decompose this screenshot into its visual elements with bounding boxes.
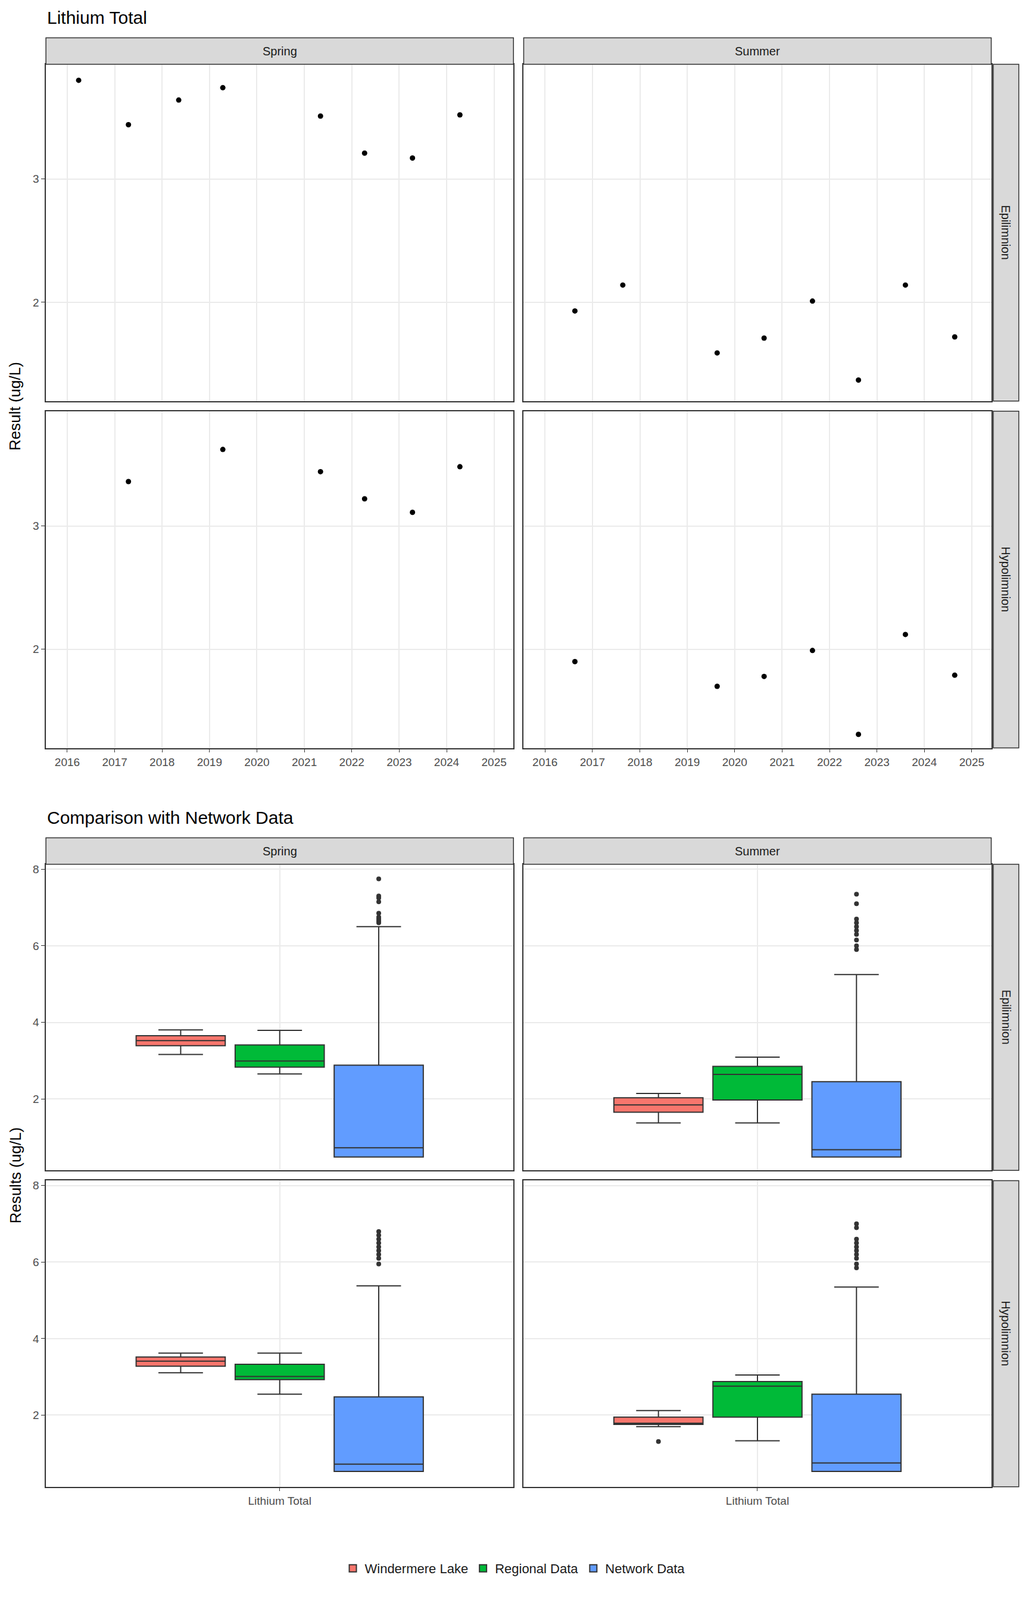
svg-text:2: 2 bbox=[32, 1093, 40, 1106]
svg-text:2018: 2018 bbox=[627, 756, 653, 769]
svg-text:2020: 2020 bbox=[244, 756, 270, 769]
svg-text:Hypolimnion: Hypolimnion bbox=[999, 546, 1013, 613]
svg-text:Results (ug/L): Results (ug/L) bbox=[6, 1127, 25, 1225]
svg-text:8: 8 bbox=[32, 863, 40, 876]
svg-text:2017: 2017 bbox=[101, 756, 127, 769]
svg-text:2023: 2023 bbox=[864, 756, 890, 769]
svg-text:2: 2 bbox=[32, 643, 40, 656]
svg-text:2024: 2024 bbox=[434, 756, 460, 769]
svg-text:Lithium Total: Lithium Total bbox=[725, 1495, 790, 1508]
svg-text:Windermere Lake: Windermere Lake bbox=[365, 1561, 469, 1577]
svg-text:2022: 2022 bbox=[339, 756, 365, 769]
svg-text:2016: 2016 bbox=[54, 756, 80, 769]
svg-text:4: 4 bbox=[32, 1333, 40, 1346]
svg-text:Regional Data: Regional Data bbox=[494, 1561, 579, 1577]
svg-text:6: 6 bbox=[32, 1256, 40, 1269]
svg-text:Lithium Total: Lithium Total bbox=[248, 1495, 312, 1508]
svg-text:6: 6 bbox=[32, 940, 40, 953]
svg-text:2025: 2025 bbox=[959, 756, 985, 769]
svg-text:2025: 2025 bbox=[481, 756, 507, 769]
svg-text:Spring: Spring bbox=[262, 844, 298, 859]
svg-text:Spring: Spring bbox=[262, 44, 298, 58]
svg-text:Hypolimnion: Hypolimnion bbox=[999, 1301, 1013, 1367]
svg-text:8: 8 bbox=[32, 1179, 40, 1193]
svg-text:Network Data: Network Data bbox=[605, 1561, 685, 1577]
svg-text:2023: 2023 bbox=[386, 756, 412, 769]
svg-text:2019: 2019 bbox=[674, 756, 700, 769]
svg-text:2021: 2021 bbox=[769, 756, 795, 769]
svg-text:2017: 2017 bbox=[580, 756, 606, 769]
svg-text:Comparison with Network Data: Comparison with Network Data bbox=[47, 808, 294, 828]
svg-text:4: 4 bbox=[32, 1016, 40, 1029]
svg-text:2018: 2018 bbox=[149, 756, 175, 769]
svg-text:2021: 2021 bbox=[291, 756, 317, 769]
svg-text:2: 2 bbox=[32, 296, 40, 310]
svg-text:Summer: Summer bbox=[734, 44, 781, 58]
svg-text:Summer: Summer bbox=[734, 844, 781, 859]
svg-text:2: 2 bbox=[32, 1409, 40, 1423]
svg-text:2020: 2020 bbox=[722, 756, 748, 769]
svg-text:Lithium Total: Lithium Total bbox=[47, 7, 148, 28]
svg-text:Result (ug/L): Result (ug/L) bbox=[5, 362, 24, 451]
svg-text:2019: 2019 bbox=[197, 756, 223, 769]
svg-text:2022: 2022 bbox=[817, 756, 843, 769]
svg-text:2016: 2016 bbox=[532, 756, 558, 769]
svg-text:3: 3 bbox=[32, 172, 40, 186]
svg-text:Epilimnion: Epilimnion bbox=[999, 204, 1013, 260]
svg-text:3: 3 bbox=[32, 519, 40, 533]
svg-text:Epilimnion: Epilimnion bbox=[999, 990, 1013, 1046]
svg-text:2024: 2024 bbox=[911, 756, 938, 769]
